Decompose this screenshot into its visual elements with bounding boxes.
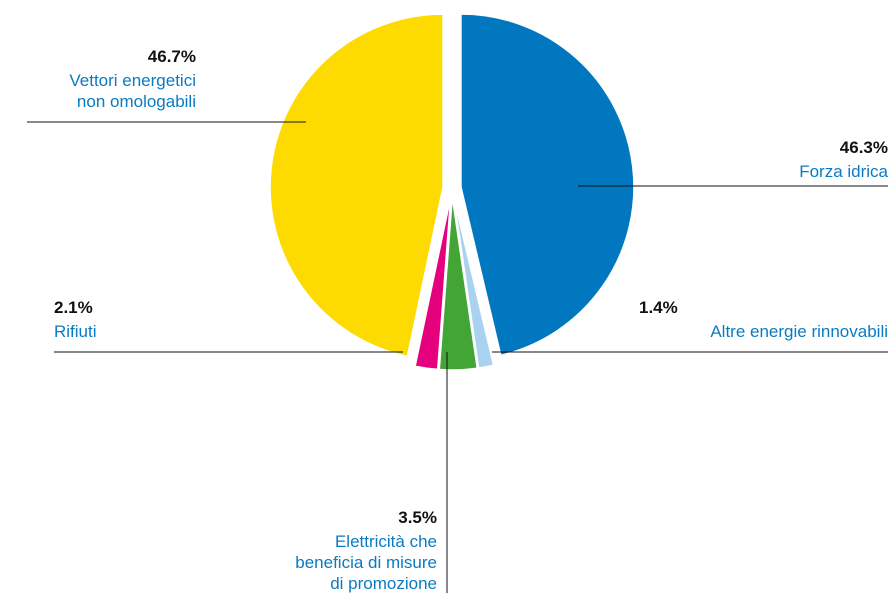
pie-slices [269, 13, 635, 371]
label-name-vettori-line1: Vettori energetici [69, 71, 196, 90]
label-name-elettricita-line2: beneficia di misure [295, 553, 437, 572]
pie-slice-elettricita [438, 196, 479, 371]
label-name-forza-idrica: Forza idrica [799, 162, 888, 181]
label-name-rifiuti: Rifiuti [54, 322, 97, 341]
pie-slice-vettori [269, 13, 444, 358]
pie-slice-forza-idrica [460, 13, 635, 357]
label-pct-elettricita: 3.5% [398, 508, 437, 527]
label-pct-altre-energie: 1.4% [639, 298, 678, 317]
leader-lines [27, 121, 888, 593]
label-pct-forza-idrica: 46.3% [840, 138, 888, 157]
pie-slice-rifiuti [414, 196, 452, 371]
label-name-vettori-line2: non omologabili [77, 92, 196, 111]
label-name-altre-energie: Altre energie rinnovabili [710, 322, 888, 341]
pie-slice-altre-energie [452, 196, 495, 369]
label-pct-rifiuti: 2.1% [54, 298, 93, 317]
label-name-elettricita-line1: Elettricità che [335, 532, 437, 551]
label-pct-vettori: 46.7% [148, 47, 196, 66]
label-name-elettricita-line3: di promozione [330, 574, 437, 593]
